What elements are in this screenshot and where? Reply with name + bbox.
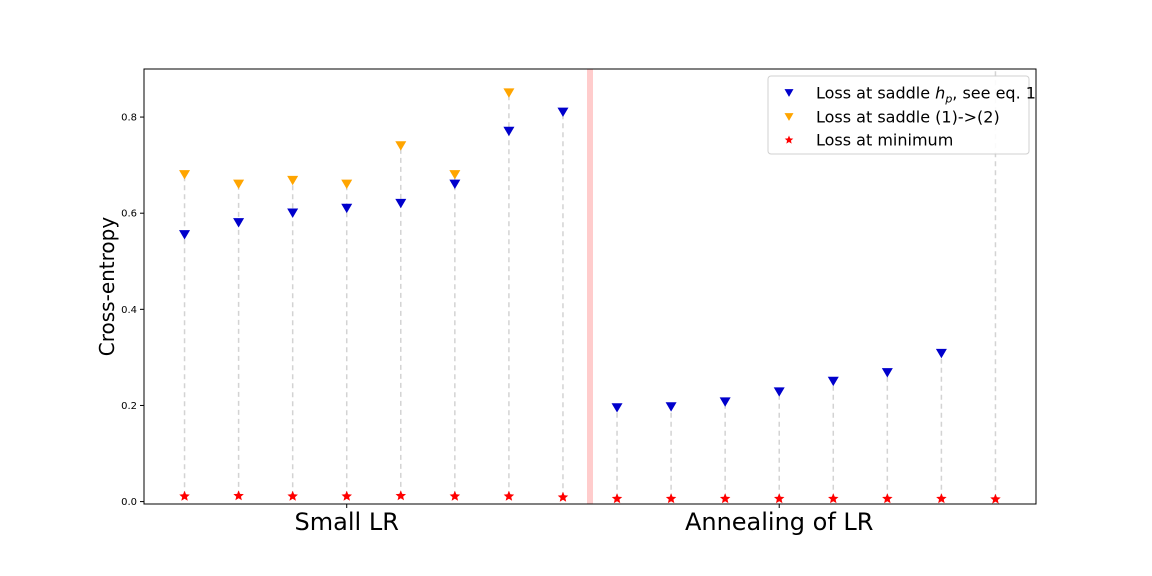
minimum-point — [611, 493, 623, 504]
legend-box — [767, 75, 1030, 155]
minimum-point — [287, 490, 298, 501]
saddle-12-point — [233, 179, 245, 190]
minimum-point — [395, 490, 407, 501]
minimum-point — [882, 493, 893, 504]
legend-marker — [784, 113, 794, 121]
saddle-12-point — [341, 179, 353, 190]
legend-marker — [784, 135, 794, 144]
minimum-point — [233, 490, 244, 501]
saddle-hp-point — [827, 376, 839, 387]
legend-label: Loss at minimum — [816, 131, 953, 150]
legend-label: Loss at saddle hp, see eq. 1 — [816, 84, 1036, 106]
separator-band — [587, 69, 593, 504]
saddle-hp-point — [341, 203, 353, 214]
saddle-hp-point — [935, 348, 947, 359]
saddle-hp-point — [665, 402, 677, 412]
minimum-point — [341, 490, 352, 501]
minimum-point — [990, 493, 1001, 504]
saddle-hp-point — [719, 397, 731, 407]
separator-layer — [587, 69, 593, 504]
saddle-hp-point — [611, 403, 623, 413]
saddle-12-point — [287, 175, 299, 186]
x-group-label: Annealing of LR — [685, 508, 874, 536]
y-tick-label: 0.4 — [121, 305, 137, 316]
y-axis-label: Cross-entropy — [95, 217, 119, 357]
legend: Loss at saddle hp, see eq. 1 Loss at sadd… — [767, 75, 1036, 155]
y-tick-label: 0.2 — [121, 401, 137, 412]
legend-label: Loss at saddle (1)->(2) — [816, 108, 1000, 127]
plot-frame — [143, 68, 1037, 505]
minimum-point — [719, 493, 731, 504]
saddle-hp-point — [449, 179, 461, 190]
minimum-point — [936, 493, 947, 504]
saddle-hp-point — [179, 230, 191, 240]
minimum-point — [828, 493, 839, 504]
saddle-hp-point — [395, 198, 407, 209]
saddle-hp-point — [773, 387, 785, 397]
saddle-hp-point — [503, 126, 515, 137]
saddle-hp-point — [881, 368, 893, 378]
axes-layer: 0.0 0.2 0.4 0.6 0.8 Small LR Annealing of LR — [121, 113, 873, 536]
y-tick-label: 0.0 — [121, 497, 137, 508]
minimum-point — [773, 493, 785, 504]
legend-marker — [784, 89, 794, 97]
saddle-hp-point — [287, 208, 299, 218]
y-tick-label: 0.8 — [121, 113, 137, 124]
minimum-point — [179, 490, 190, 501]
minimum-point — [557, 491, 569, 502]
minimum-point — [503, 490, 515, 501]
y-tick-label: 0.6 — [121, 209, 137, 220]
saddle-12-point — [449, 170, 461, 180]
x-group-label: Small LR — [295, 508, 399, 536]
saddle-12-point — [179, 170, 191, 180]
minimum-point — [665, 493, 677, 504]
saddle-12-point — [395, 141, 407, 151]
saddle-hp-point — [557, 107, 569, 117]
marks-layer — [179, 88, 1001, 504]
minimum-point — [449, 490, 461, 501]
saddle-12-point — [503, 88, 515, 98]
saddle-hp-point — [233, 218, 245, 228]
